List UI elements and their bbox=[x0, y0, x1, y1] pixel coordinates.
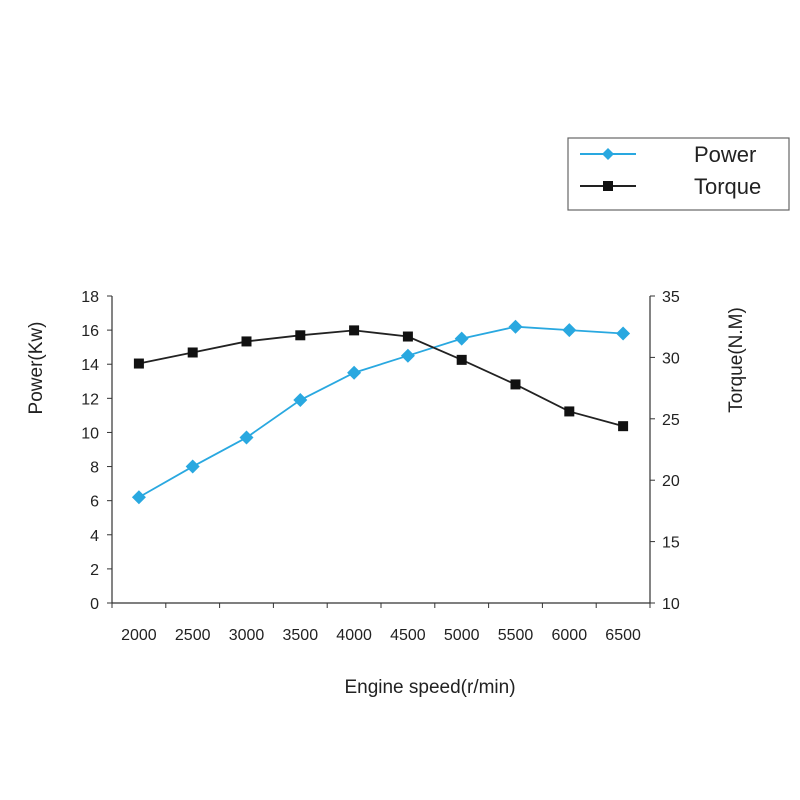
torque-point bbox=[187, 347, 198, 358]
torque-point bbox=[241, 336, 252, 347]
y-right-tick-label: 25 bbox=[662, 412, 680, 429]
legend-torque-label: Torque bbox=[694, 174, 761, 199]
x-tick-label: 2500 bbox=[175, 627, 211, 644]
x-tick-label: 3500 bbox=[283, 627, 319, 644]
torque-point bbox=[133, 358, 144, 369]
x-tick-label: 6500 bbox=[605, 627, 641, 644]
y-left-tick-label: 12 bbox=[81, 391, 99, 408]
power-point bbox=[454, 331, 469, 346]
power-point bbox=[400, 348, 415, 363]
torque-point bbox=[564, 406, 575, 417]
power-point bbox=[185, 459, 200, 474]
legend-power-label: Power bbox=[694, 142, 756, 167]
series-layer bbox=[131, 319, 631, 505]
torque-point bbox=[456, 354, 467, 365]
y-left-tick-label: 10 bbox=[81, 425, 99, 442]
y-right-tick-label: 15 bbox=[662, 535, 680, 552]
power-point bbox=[508, 319, 523, 334]
y-left-tick-label: 2 bbox=[90, 562, 99, 579]
power-point bbox=[131, 490, 146, 505]
axes: 0 2 4 6 8 10 12 14 16 18 10 15 20 25 30 35 2000 2500 3000 3… bbox=[81, 289, 680, 644]
torque-point bbox=[295, 330, 306, 341]
y-axis-right-title: Torque(N.M) bbox=[726, 307, 747, 413]
legend-torque-marker bbox=[603, 181, 613, 191]
torque-series-line bbox=[138, 329, 624, 428]
power-point bbox=[239, 430, 254, 445]
power-point bbox=[347, 365, 362, 380]
y-left-tick-label: 18 bbox=[81, 289, 99, 306]
torque-point bbox=[510, 379, 521, 390]
y-left-tick-label: 16 bbox=[81, 323, 99, 340]
torque-point bbox=[402, 331, 413, 342]
x-axis-title: Engine speed(r/min) bbox=[344, 677, 515, 698]
x-tick-label: 6000 bbox=[552, 627, 588, 644]
power-series-line bbox=[138, 325, 624, 499]
x-tick-label: 4000 bbox=[336, 627, 372, 644]
y-left-tick-label: 4 bbox=[90, 528, 99, 545]
y-left-tick-label: 0 bbox=[90, 596, 99, 613]
y-axis-left-title: Power(Kw) bbox=[26, 322, 47, 415]
legend-power-marker bbox=[602, 148, 614, 160]
x-tick-label: 5500 bbox=[498, 627, 534, 644]
y-right-tick-label: 35 bbox=[662, 289, 680, 306]
torque-point bbox=[349, 325, 360, 336]
x-tick-label: 2000 bbox=[121, 627, 157, 644]
power-point bbox=[562, 323, 577, 338]
torque-point bbox=[618, 421, 629, 432]
legend: Power Torque bbox=[567, 137, 790, 211]
y-right-tick-label: 10 bbox=[662, 596, 680, 613]
x-tick-label: 5000 bbox=[444, 627, 480, 644]
x-tick-label: 4500 bbox=[390, 627, 426, 644]
legend-box bbox=[567, 137, 790, 211]
y-left-tick-label: 8 bbox=[90, 460, 99, 477]
power-point bbox=[293, 393, 308, 408]
y-right-tick-label: 30 bbox=[662, 350, 680, 367]
y-right-tick-label: 20 bbox=[662, 473, 680, 490]
y-left-tick-label: 6 bbox=[90, 494, 99, 511]
y-left-tick-label: 14 bbox=[81, 357, 99, 374]
power-point bbox=[616, 326, 631, 341]
x-tick-label: 3000 bbox=[229, 627, 265, 644]
